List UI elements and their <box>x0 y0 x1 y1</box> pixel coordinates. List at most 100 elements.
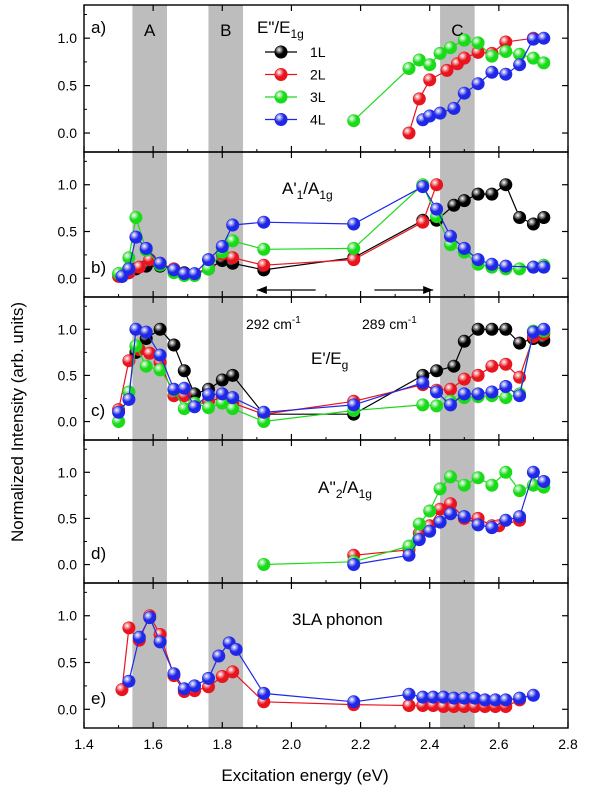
data-point-1l <box>485 322 499 336</box>
data-point-3l <box>226 234 240 248</box>
x-tick-label: 2.8 <box>558 736 578 752</box>
data-point-4l <box>485 257 499 271</box>
data-point-4l <box>129 230 143 244</box>
data-point-2l <box>457 51 471 65</box>
panel-label: c) <box>91 401 105 420</box>
data-point-4l <box>226 391 240 405</box>
y-tick-label: 0.5 <box>58 224 78 240</box>
panel-b-series <box>112 178 551 283</box>
data-point-4l <box>122 392 136 406</box>
data-point-4l <box>257 405 271 419</box>
annotation-arrows: 292 cm-1 289 cm-1 <box>246 286 434 332</box>
data-point-4l <box>212 649 226 663</box>
panel-d-series <box>257 465 551 571</box>
series-line-4l <box>121 185 544 277</box>
legend: 1L 2L 3L 4L <box>265 44 326 128</box>
y-tick-label: 0.0 <box>58 701 78 717</box>
data-point-4l <box>143 611 157 625</box>
data-point-3l <box>347 241 361 255</box>
data-point-2l <box>457 372 471 386</box>
legend-marker <box>274 45 288 59</box>
panel-title: E"/E1g <box>257 18 304 41</box>
data-point-2l <box>402 698 416 712</box>
panel-e-series <box>115 609 540 713</box>
data-point-4l <box>202 671 216 685</box>
data-point-2l <box>226 665 240 679</box>
panel-title: E'/Eg <box>311 349 348 372</box>
data-point-1l <box>499 322 513 336</box>
panel-label: a) <box>91 18 106 37</box>
y-tick-label: 1.0 <box>58 321 78 337</box>
data-point-2l <box>430 178 444 192</box>
data-point-3l <box>457 478 471 492</box>
panel-c: 0.0 0.5 1.0 c) E'/Eg <box>58 296 569 441</box>
data-point-1l <box>447 359 461 373</box>
y-tick-label: 1.0 <box>58 30 78 46</box>
data-point-4l <box>423 524 437 538</box>
panel-title: A'1/A1g <box>282 179 333 202</box>
data-point-4l <box>412 533 426 547</box>
x-tick-label: 2.2 <box>351 736 371 752</box>
data-point-3l <box>513 262 527 276</box>
data-point-2l <box>499 357 513 371</box>
data-point-3l <box>433 46 447 60</box>
data-point-4l <box>177 381 191 395</box>
data-point-4l <box>416 376 430 390</box>
data-point-2l <box>257 258 271 272</box>
data-point-4l <box>447 101 461 115</box>
legend-marker <box>274 113 288 127</box>
data-point-3l <box>499 391 513 405</box>
y-tick-label: 1.0 <box>58 464 78 480</box>
data-point-3l <box>412 517 426 531</box>
data-point-3l <box>402 61 416 75</box>
data-point-4l <box>443 507 457 521</box>
data-point-4l <box>139 325 153 339</box>
x-axis-label: Excitation energy (eV) <box>221 766 388 785</box>
panel-title: A''2/A1g <box>318 478 372 501</box>
data-point-4l <box>513 58 527 72</box>
data-point-3l <box>129 339 143 353</box>
y-tick-label: 0.5 <box>58 78 78 94</box>
panel-e: 0.0 0.5 1.0 e) 3LA phonon <box>58 582 569 729</box>
data-point-3l <box>257 242 271 256</box>
data-point-4l <box>471 77 485 91</box>
data-point-3l <box>433 482 447 496</box>
data-point-2l <box>443 382 457 396</box>
data-point-4l <box>347 398 361 412</box>
data-point-2l <box>440 63 454 77</box>
data-point-4l <box>471 253 485 267</box>
data-point-4l <box>202 388 216 402</box>
data-point-4l <box>347 695 361 709</box>
data-point-1l <box>471 187 485 201</box>
arrow-label: 292 cm-1 <box>246 315 301 332</box>
data-point-3l <box>202 401 216 415</box>
data-point-4l <box>153 635 167 649</box>
data-point-1l <box>153 322 167 336</box>
data-point-4l <box>537 31 551 45</box>
data-point-1l <box>485 187 499 201</box>
data-point-2l <box>471 368 485 382</box>
data-point-1l <box>177 364 191 378</box>
data-point-4l <box>188 400 202 414</box>
legend-marker <box>274 68 288 82</box>
data-point-3l <box>499 44 513 58</box>
y-tick-label: 0.0 <box>58 557 78 573</box>
data-point-3l <box>471 471 485 485</box>
data-point-1l <box>537 211 551 225</box>
data-point-3l <box>226 402 240 416</box>
data-point-4l <box>537 474 551 488</box>
data-point-3l <box>257 557 271 571</box>
y-tick-label: 1.0 <box>58 608 78 624</box>
legend-label: 4L <box>310 112 326 128</box>
data-point-2l <box>122 621 136 635</box>
data-point-4l <box>229 642 243 656</box>
data-point-4l <box>471 387 485 401</box>
data-point-4l <box>457 241 471 255</box>
data-point-4l <box>485 65 499 79</box>
data-point-4l <box>513 389 527 403</box>
data-point-4l <box>485 521 499 535</box>
y-tick-label: 0.5 <box>58 367 78 383</box>
data-point-3l <box>443 470 457 484</box>
data-point-4l <box>443 229 457 243</box>
panel-b: 0.0 0.5 1.0 b) A'1/A1g <box>58 151 569 298</box>
